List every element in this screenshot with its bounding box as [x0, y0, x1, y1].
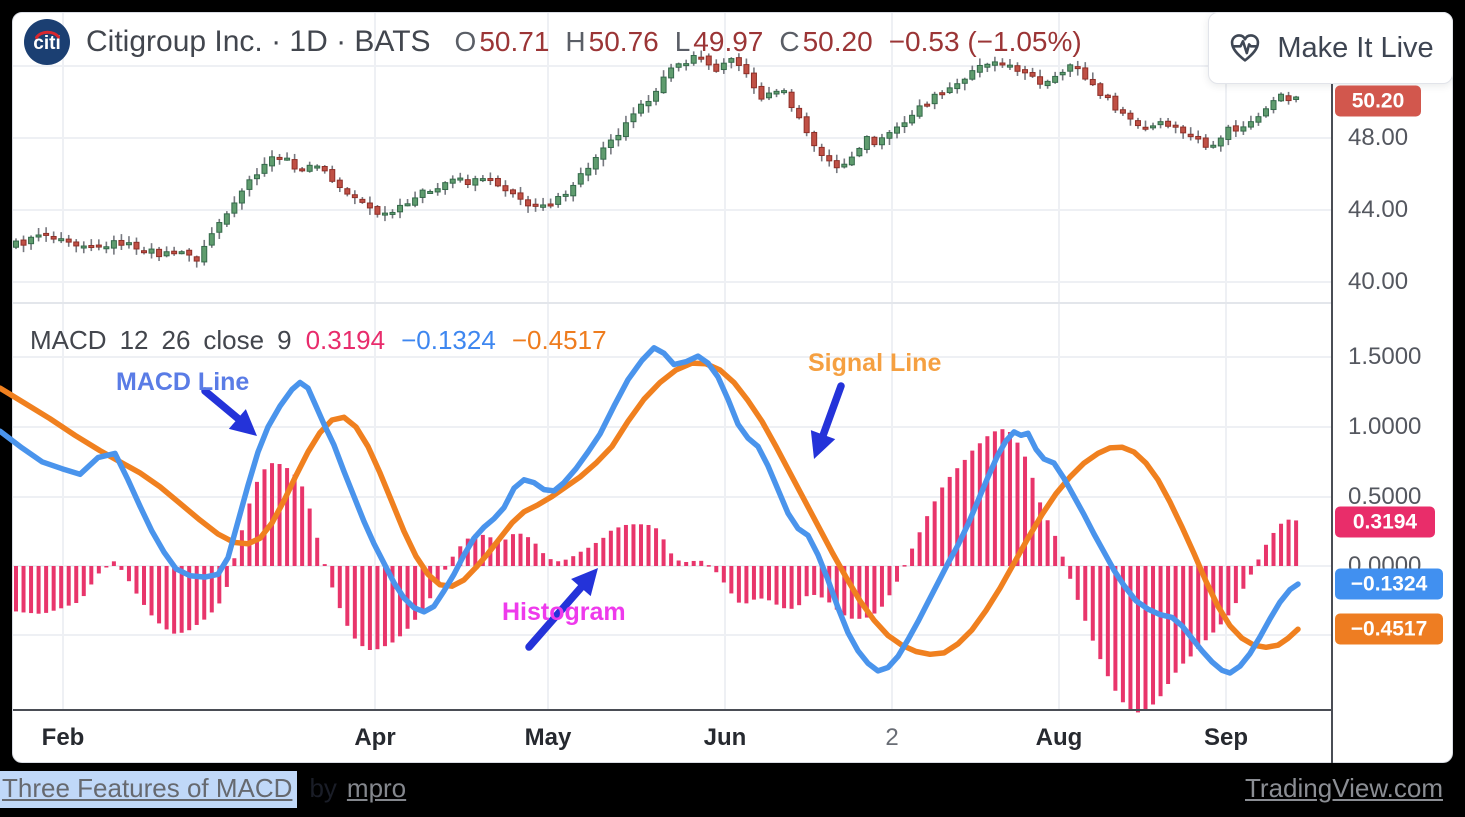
- ohlc-values: O 50.71 H 50.76 L 49.97 C 50.20 −0.53 (−1.05%): [455, 26, 1082, 58]
- svg-text:citi: citi: [33, 33, 60, 54]
- citi-logo: citi: [24, 19, 70, 65]
- ohlc-H: H 50.76: [565, 26, 659, 57]
- macd-values: 0.3194 −0.1324 −0.4517: [306, 325, 607, 356]
- macd-value: −0.4517: [511, 325, 607, 355]
- time-label-Sep[interactable]: Sep: [1203, 724, 1249, 751]
- last-price-badge: 50.20: [1335, 85, 1421, 117]
- signal-line-annotation: Signal Line: [808, 349, 942, 377]
- macd-param: 9: [277, 325, 292, 355]
- symbol-header: citi Citigroup Inc. · 1D · BATS O 50.71 H 5…: [24, 16, 1082, 68]
- macd-param: MACD: [30, 325, 107, 355]
- macd-line-annotation: MACD Line: [116, 368, 250, 396]
- axis-label-1.5000: 1.5000: [1348, 343, 1422, 370]
- footer-bar: Three Features of MACD by mpro TradingVi…: [0, 763, 1465, 817]
- macd-value: −0.1324: [401, 325, 496, 355]
- time-label-Jun[interactable]: Jun: [703, 724, 747, 751]
- ohlc-L: L 49.97: [674, 26, 764, 57]
- macd-param: 12: [119, 325, 149, 355]
- axis-label-0.5000: 0.5000: [1348, 483, 1422, 510]
- make-it-live-button[interactable]: Make It Live: [1208, 12, 1453, 84]
- macd-legend[interactable]: MACD 12 26 close 9 0.3194 −0.1324 −0.4517: [30, 325, 607, 356]
- axis-label-48.00: 48.00: [1348, 124, 1409, 151]
- footer-left: Three Features of MACD by mpro: [0, 771, 406, 808]
- chart-title-link[interactable]: Three Features of MACD: [0, 771, 298, 808]
- time-label-2[interactable]: 2: [885, 724, 899, 751]
- symbol-title[interactable]: Citigroup Inc. · 1D · BATS: [86, 25, 431, 58]
- macd-badge-2: −0.4517: [1335, 613, 1443, 645]
- macd-badge-0: 0.3194: [1335, 506, 1435, 538]
- axis-label-1.0000: 1.0000: [1348, 413, 1422, 440]
- ohlc-C: C 50.20: [779, 26, 873, 57]
- make-it-live-label: Make It Live: [1277, 31, 1434, 64]
- time-label-Aug[interactable]: Aug: [1035, 724, 1083, 751]
- footer-by-text: by: [309, 773, 337, 803]
- macd-param: 26: [161, 325, 191, 355]
- axis-label-44.00: 44.00: [1348, 196, 1409, 223]
- ohlc-items: O 50.71 H 50.76 L 49.97 C 50.20: [455, 26, 873, 58]
- macd-params: MACD 12 26 close 9: [30, 325, 292, 356]
- author-link[interactable]: mpro: [346, 773, 407, 803]
- axis-label-40.00: 40.00: [1348, 268, 1409, 295]
- histogram-annotation: Histogram: [502, 598, 626, 626]
- macd-badge-1: −0.1324: [1335, 568, 1443, 600]
- tradingview-link[interactable]: TradingView.com: [1245, 773, 1443, 803]
- ohlc-O: O 50.71: [454, 26, 550, 57]
- time-label-Feb[interactable]: Feb: [41, 724, 85, 751]
- price-change: −0.53 (−1.05%): [888, 26, 1082, 57]
- macd-value: 0.3194: [305, 325, 386, 355]
- macd-param: close: [203, 325, 265, 355]
- heart-pulse-icon: [1231, 34, 1260, 62]
- time-label-May[interactable]: May: [524, 724, 572, 751]
- time-label-Apr[interactable]: Apr: [354, 724, 396, 751]
